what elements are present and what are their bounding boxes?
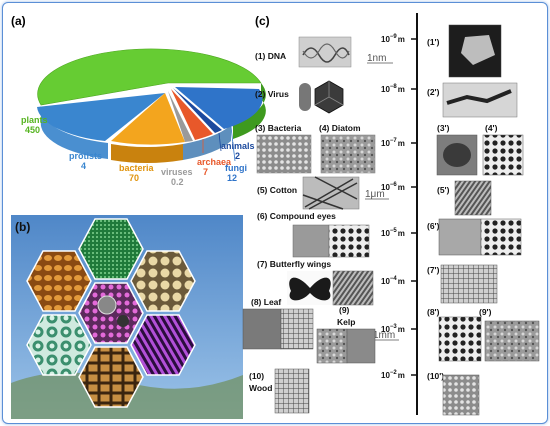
hex-lower-left bbox=[26, 314, 92, 376]
image-3p bbox=[436, 134, 478, 176]
image-7p bbox=[440, 264, 498, 304]
image-8p bbox=[438, 316, 482, 362]
label-2p: (2') bbox=[427, 87, 440, 97]
tick-1e-8: 10−8m bbox=[381, 84, 405, 94]
hex-top bbox=[78, 218, 144, 280]
compound-eyes-sem bbox=[328, 224, 370, 258]
label-4p: (4') bbox=[485, 123, 498, 133]
pie-chart bbox=[37, 48, 266, 163]
cotton-image bbox=[302, 176, 360, 210]
label-kelp-num: (9) bbox=[339, 305, 350, 315]
image-4p bbox=[482, 134, 524, 176]
label-leaf: (8) Leaf bbox=[251, 297, 281, 307]
pie-side-plants bbox=[233, 83, 266, 139]
label-bacteria: bacteria bbox=[119, 163, 155, 173]
pie-slice-viruses bbox=[168, 91, 193, 142]
label-wood: Wood bbox=[249, 383, 272, 393]
label-10p: (10') bbox=[427, 371, 444, 381]
label-virus: (2) Virus bbox=[255, 89, 289, 99]
pie-slice-archaea bbox=[171, 89, 213, 140]
panel-b-image bbox=[11, 215, 243, 419]
compound-eyes-photo bbox=[292, 224, 330, 258]
value-protists: 4 bbox=[81, 161, 86, 171]
label-kelp: Kelp bbox=[337, 317, 355, 327]
butterfly-image bbox=[287, 271, 333, 305]
image-10p bbox=[442, 374, 480, 416]
virus-image bbox=[299, 80, 344, 114]
label-viruses: viruses bbox=[161, 167, 193, 177]
tick-1e-6: 10−6m bbox=[381, 182, 405, 192]
image-2p bbox=[442, 82, 518, 118]
hex-upper-right bbox=[130, 250, 196, 312]
value-animals: 2 bbox=[235, 151, 240, 161]
value-bacteria: 70 bbox=[129, 173, 139, 183]
pie-slice-animals bbox=[173, 88, 222, 133]
label-animals: animals bbox=[221, 141, 255, 151]
hex-upper-left bbox=[26, 250, 92, 312]
marker-1mm: 1mm bbox=[373, 330, 395, 341]
marker-1um: 1μm bbox=[365, 189, 385, 200]
label-3p: (3') bbox=[437, 123, 450, 133]
panel-b-label: (b) bbox=[15, 220, 30, 234]
tick-1e-4: 10−4m bbox=[381, 276, 405, 286]
label-6p: (6') bbox=[427, 221, 440, 231]
label-bacteria: (3) Bacteria bbox=[255, 123, 302, 133]
dna-image bbox=[298, 36, 352, 68]
value-archaea: 7 bbox=[203, 167, 208, 177]
value-fungi: 12 bbox=[227, 173, 237, 183]
tick-1e-2: 10−2m bbox=[381, 370, 405, 380]
image-6p-b bbox=[480, 218, 522, 256]
tick-1e-9: 10−9m bbox=[381, 34, 405, 44]
scale-ticks bbox=[411, 38, 417, 376]
label-butterfly-wings: (7) Butterfly wings bbox=[257, 259, 331, 269]
label-fungi: fungi bbox=[225, 163, 247, 173]
label-wood-num: (10) bbox=[249, 371, 264, 381]
label-8p: (8') bbox=[427, 307, 440, 317]
label-1p: (1') bbox=[427, 37, 440, 47]
leaf-sem bbox=[280, 308, 314, 350]
label-cotton: (5) Cotton bbox=[257, 185, 297, 195]
label-dna: (1) DNA bbox=[255, 51, 286, 61]
label-archaea: archaea bbox=[197, 157, 232, 167]
panel-c-label: (c) bbox=[255, 14, 270, 28]
tick-1e-7: 10−7m bbox=[381, 138, 405, 148]
pie-side-protists bbox=[40, 105, 109, 159]
value-viruses: 0.2 bbox=[171, 177, 184, 187]
hex-lower-right bbox=[130, 314, 196, 376]
label-compound-eyes: (6) Compound eyes bbox=[257, 211, 336, 221]
label-diatom: (4) Diatom bbox=[319, 123, 361, 133]
value-plants: 450 bbox=[25, 125, 40, 135]
hex-center-sphere bbox=[97, 295, 117, 315]
hex-bottom bbox=[78, 346, 144, 408]
bacteria-image bbox=[256, 134, 312, 174]
pie-slice-protists bbox=[37, 93, 165, 141]
butterfly-wing-sem bbox=[332, 270, 374, 306]
image-5p bbox=[454, 180, 492, 216]
pie-slice-bacteria bbox=[111, 93, 185, 145]
kelp-image bbox=[316, 328, 348, 364]
pie-slice-fungi bbox=[175, 87, 263, 129]
panel-a-label: (a) bbox=[11, 14, 26, 28]
wood-image bbox=[274, 368, 310, 414]
tick-1e-5: 10−5m bbox=[381, 228, 405, 238]
label-protists: protists bbox=[69, 151, 102, 161]
label-plants: plants bbox=[21, 115, 48, 125]
diatom-image bbox=[320, 134, 376, 174]
pie-slice-plants bbox=[37, 48, 262, 106]
label-5p: (5') bbox=[437, 185, 450, 195]
marker-1nm: 1nm bbox=[367, 53, 386, 64]
image-6p-a bbox=[438, 218, 482, 256]
label-7p: (7') bbox=[427, 265, 440, 275]
kelp-sem bbox=[346, 328, 376, 364]
tick-1e-3: 10−3m bbox=[381, 324, 405, 334]
label-9p: (9') bbox=[479, 307, 492, 317]
leaf-image bbox=[242, 308, 282, 350]
figure-canvas: (a) plants 450 protists 4 bacteria 70 vi… bbox=[11, 13, 540, 419]
pie-side-bacteria bbox=[111, 144, 183, 163]
hex-center-dot bbox=[117, 315, 129, 327]
image-9p bbox=[484, 320, 540, 362]
